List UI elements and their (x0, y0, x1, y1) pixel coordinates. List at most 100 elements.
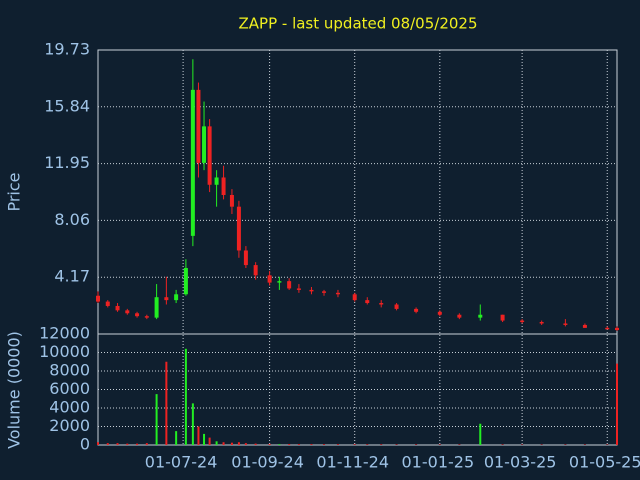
candle-body (96, 295, 100, 302)
volume-tick-label: 2000 (49, 416, 90, 435)
candle-body (500, 314, 505, 321)
volume-bar (97, 442, 99, 445)
volume-bar (145, 443, 148, 445)
volume-bar (203, 433, 206, 445)
volume-bar (297, 444, 300, 445)
candle-body (582, 324, 587, 328)
volume-bar (415, 444, 418, 445)
candle-body (125, 310, 130, 314)
candle-body (563, 323, 568, 325)
volume-bar (254, 443, 257, 445)
candle-body (207, 126, 212, 185)
x-tick-label: 01-09-24 (231, 453, 304, 472)
volume-bar (184, 348, 187, 445)
volume-bar (395, 444, 398, 445)
volume-bar (268, 443, 271, 445)
chart-title: ZAPP - last updated 08/05/2025 (239, 15, 478, 33)
candle-body (365, 300, 370, 304)
volume-tick-label: 0 (80, 435, 90, 454)
candle-body (296, 288, 301, 290)
volume-bar (197, 426, 200, 445)
candle-body (478, 314, 483, 318)
candle-body (379, 303, 384, 305)
candle-body (174, 294, 179, 301)
volume-bar (278, 444, 281, 445)
price-tick-label: 8.06 (54, 210, 90, 229)
volume-bar (244, 443, 247, 445)
volume-bar (288, 444, 291, 445)
volume-tick-label: 12000 (39, 324, 90, 343)
candle-body (605, 327, 610, 330)
volume-bar (380, 444, 383, 445)
volume-tick-label: 6000 (49, 379, 90, 398)
x-tick-label: 01-07-24 (145, 453, 218, 472)
price-tick-label: 15.84 (44, 96, 90, 115)
price-tick-label: 4.17 (54, 267, 90, 286)
candle-body (164, 297, 169, 301)
x-tick-label: 01-05-25 (569, 453, 640, 472)
volume-bar (323, 444, 326, 445)
volume-bar (616, 363, 618, 445)
candle-body (183, 268, 188, 295)
candle-body (190, 89, 195, 236)
candle-body (229, 194, 234, 207)
candle-body (335, 292, 340, 295)
candle-body (287, 281, 292, 289)
x-tick-label: 01-11-24 (316, 453, 389, 472)
candle-body (196, 89, 201, 163)
price-tick-label: 19.73 (44, 40, 90, 59)
price-tick-label: 11.95 (44, 153, 90, 172)
volume-bar (501, 444, 504, 445)
candle-body (243, 250, 248, 266)
volume-bar (230, 442, 233, 445)
candle-body (154, 297, 159, 318)
candle-body (414, 308, 419, 312)
candle-body (277, 281, 282, 283)
volume-tick-label: 8000 (49, 361, 90, 380)
volume-bar (237, 442, 240, 445)
candle-body (135, 313, 140, 317)
candle-body (352, 294, 357, 301)
candle-body (394, 304, 399, 309)
x-tick-label: 01-03-25 (484, 453, 557, 472)
candle-body (267, 275, 272, 283)
plot-frame (97, 49, 618, 446)
volume-bar (155, 394, 158, 445)
candle-body (437, 311, 442, 315)
candle-body (309, 289, 314, 292)
candle-body (615, 327, 619, 331)
volume-tick-label: 4000 (49, 398, 90, 417)
candle-body (202, 126, 207, 163)
volume-bar (136, 443, 139, 445)
candle-body (115, 305, 120, 311)
volume-bar (336, 444, 339, 445)
volume-bar (222, 442, 225, 445)
candle-body (520, 320, 525, 323)
candle-body (236, 206, 241, 251)
volume-bar (126, 443, 129, 445)
volume-bar (479, 423, 482, 445)
volume-bar (366, 444, 369, 445)
volume-bar (191, 403, 194, 445)
candle-body (144, 316, 149, 318)
volume-bar (175, 431, 178, 445)
volume-bar (116, 443, 119, 445)
volume-bar (353, 444, 356, 445)
candle-body (322, 291, 327, 293)
volume-tick-label: 10000 (39, 342, 90, 361)
candle-body (539, 322, 544, 324)
candle-body (105, 301, 110, 306)
volume-bar (106, 443, 109, 445)
volume-axis-label: Volume (0000) (5, 331, 24, 449)
candle-body (214, 177, 219, 185)
volume-bar (310, 444, 313, 445)
candle-body (457, 314, 462, 318)
volume-bar (458, 444, 461, 445)
volume-bar (208, 437, 211, 445)
candle-body (253, 265, 258, 276)
volume-bar (438, 444, 441, 445)
x-tick-label: 01-01-25 (402, 453, 475, 472)
volume-bar (215, 441, 218, 445)
volume-bar (165, 361, 168, 445)
